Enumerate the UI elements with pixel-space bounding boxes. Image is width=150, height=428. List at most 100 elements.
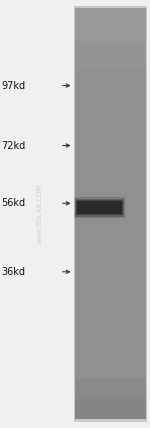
Bar <box>75 229 146 235</box>
Bar <box>75 20 146 25</box>
Bar <box>75 49 146 54</box>
Bar <box>75 172 146 177</box>
Bar <box>75 201 146 206</box>
Bar <box>75 303 146 309</box>
Bar <box>75 308 146 312</box>
Bar <box>75 377 146 383</box>
Bar <box>75 168 146 173</box>
Bar <box>75 336 146 342</box>
Bar <box>75 98 146 103</box>
Bar <box>75 16 146 21</box>
Bar <box>75 283 146 288</box>
Bar <box>75 373 146 378</box>
Bar <box>75 86 146 91</box>
Bar <box>75 110 146 116</box>
Bar <box>75 250 146 255</box>
Bar <box>77 201 122 214</box>
Bar <box>75 115 146 119</box>
Bar <box>75 279 146 284</box>
Bar <box>75 234 146 239</box>
Bar <box>75 197 125 218</box>
Bar <box>75 199 124 217</box>
Bar <box>75 316 146 321</box>
Bar <box>75 394 146 399</box>
Bar <box>75 320 146 325</box>
Bar <box>75 57 146 62</box>
Bar <box>75 127 146 132</box>
Bar <box>75 69 146 74</box>
Bar <box>75 414 146 419</box>
Bar <box>75 341 146 345</box>
Text: 36kd: 36kd <box>2 267 26 277</box>
Bar <box>75 61 146 66</box>
Bar <box>75 180 146 185</box>
Bar <box>75 221 146 226</box>
Bar <box>75 74 146 78</box>
Bar <box>75 12 146 17</box>
Bar <box>75 246 146 251</box>
Bar <box>75 197 146 202</box>
Bar <box>75 242 146 247</box>
Bar <box>75 28 146 33</box>
Bar <box>75 82 146 86</box>
Bar <box>75 156 146 160</box>
Bar <box>75 209 146 214</box>
Bar <box>75 94 146 99</box>
Bar <box>75 193 146 198</box>
Bar <box>74 6 147 422</box>
Bar <box>75 270 146 276</box>
Bar <box>75 259 146 263</box>
Bar <box>75 349 146 354</box>
Bar <box>75 205 146 210</box>
Bar <box>75 295 146 300</box>
Text: 56kd: 56kd <box>2 198 26 208</box>
Bar <box>75 213 146 218</box>
Bar <box>75 267 146 271</box>
Bar <box>75 123 146 128</box>
Bar <box>75 369 146 374</box>
Bar <box>76 200 123 215</box>
Bar <box>75 45 146 50</box>
Bar <box>75 402 146 407</box>
Bar <box>75 164 146 169</box>
Bar <box>74 196 126 219</box>
Bar <box>75 188 146 193</box>
Bar <box>75 65 146 70</box>
Bar <box>75 24 146 29</box>
Bar <box>75 353 146 358</box>
Bar <box>75 90 146 95</box>
Bar <box>75 152 146 157</box>
Bar <box>75 361 146 366</box>
Bar <box>75 139 146 144</box>
Bar <box>75 324 146 329</box>
Bar <box>75 238 146 243</box>
Bar <box>75 106 146 111</box>
Text: 97kd: 97kd <box>2 80 26 91</box>
Bar <box>75 406 146 411</box>
Bar <box>75 119 146 124</box>
Bar <box>75 398 146 403</box>
Bar <box>75 160 146 165</box>
Bar <box>75 176 146 181</box>
Text: 72kd: 72kd <box>2 140 26 151</box>
Bar <box>75 254 146 259</box>
Bar <box>75 77 146 83</box>
Bar <box>75 345 146 350</box>
Text: www.PGLAB.COM: www.PGLAB.COM <box>37 184 43 244</box>
Bar <box>75 217 146 222</box>
Bar <box>75 36 146 42</box>
Bar <box>75 291 146 296</box>
Bar <box>75 53 146 58</box>
Bar <box>75 131 146 136</box>
Bar <box>75 382 146 386</box>
Bar <box>75 135 146 140</box>
Bar <box>75 312 146 317</box>
Bar <box>75 357 146 362</box>
Bar <box>75 262 146 268</box>
Bar <box>75 33 146 37</box>
Bar <box>75 390 146 395</box>
Bar <box>75 102 146 107</box>
Bar <box>75 9 146 419</box>
Bar <box>75 386 146 391</box>
Bar <box>75 328 146 333</box>
